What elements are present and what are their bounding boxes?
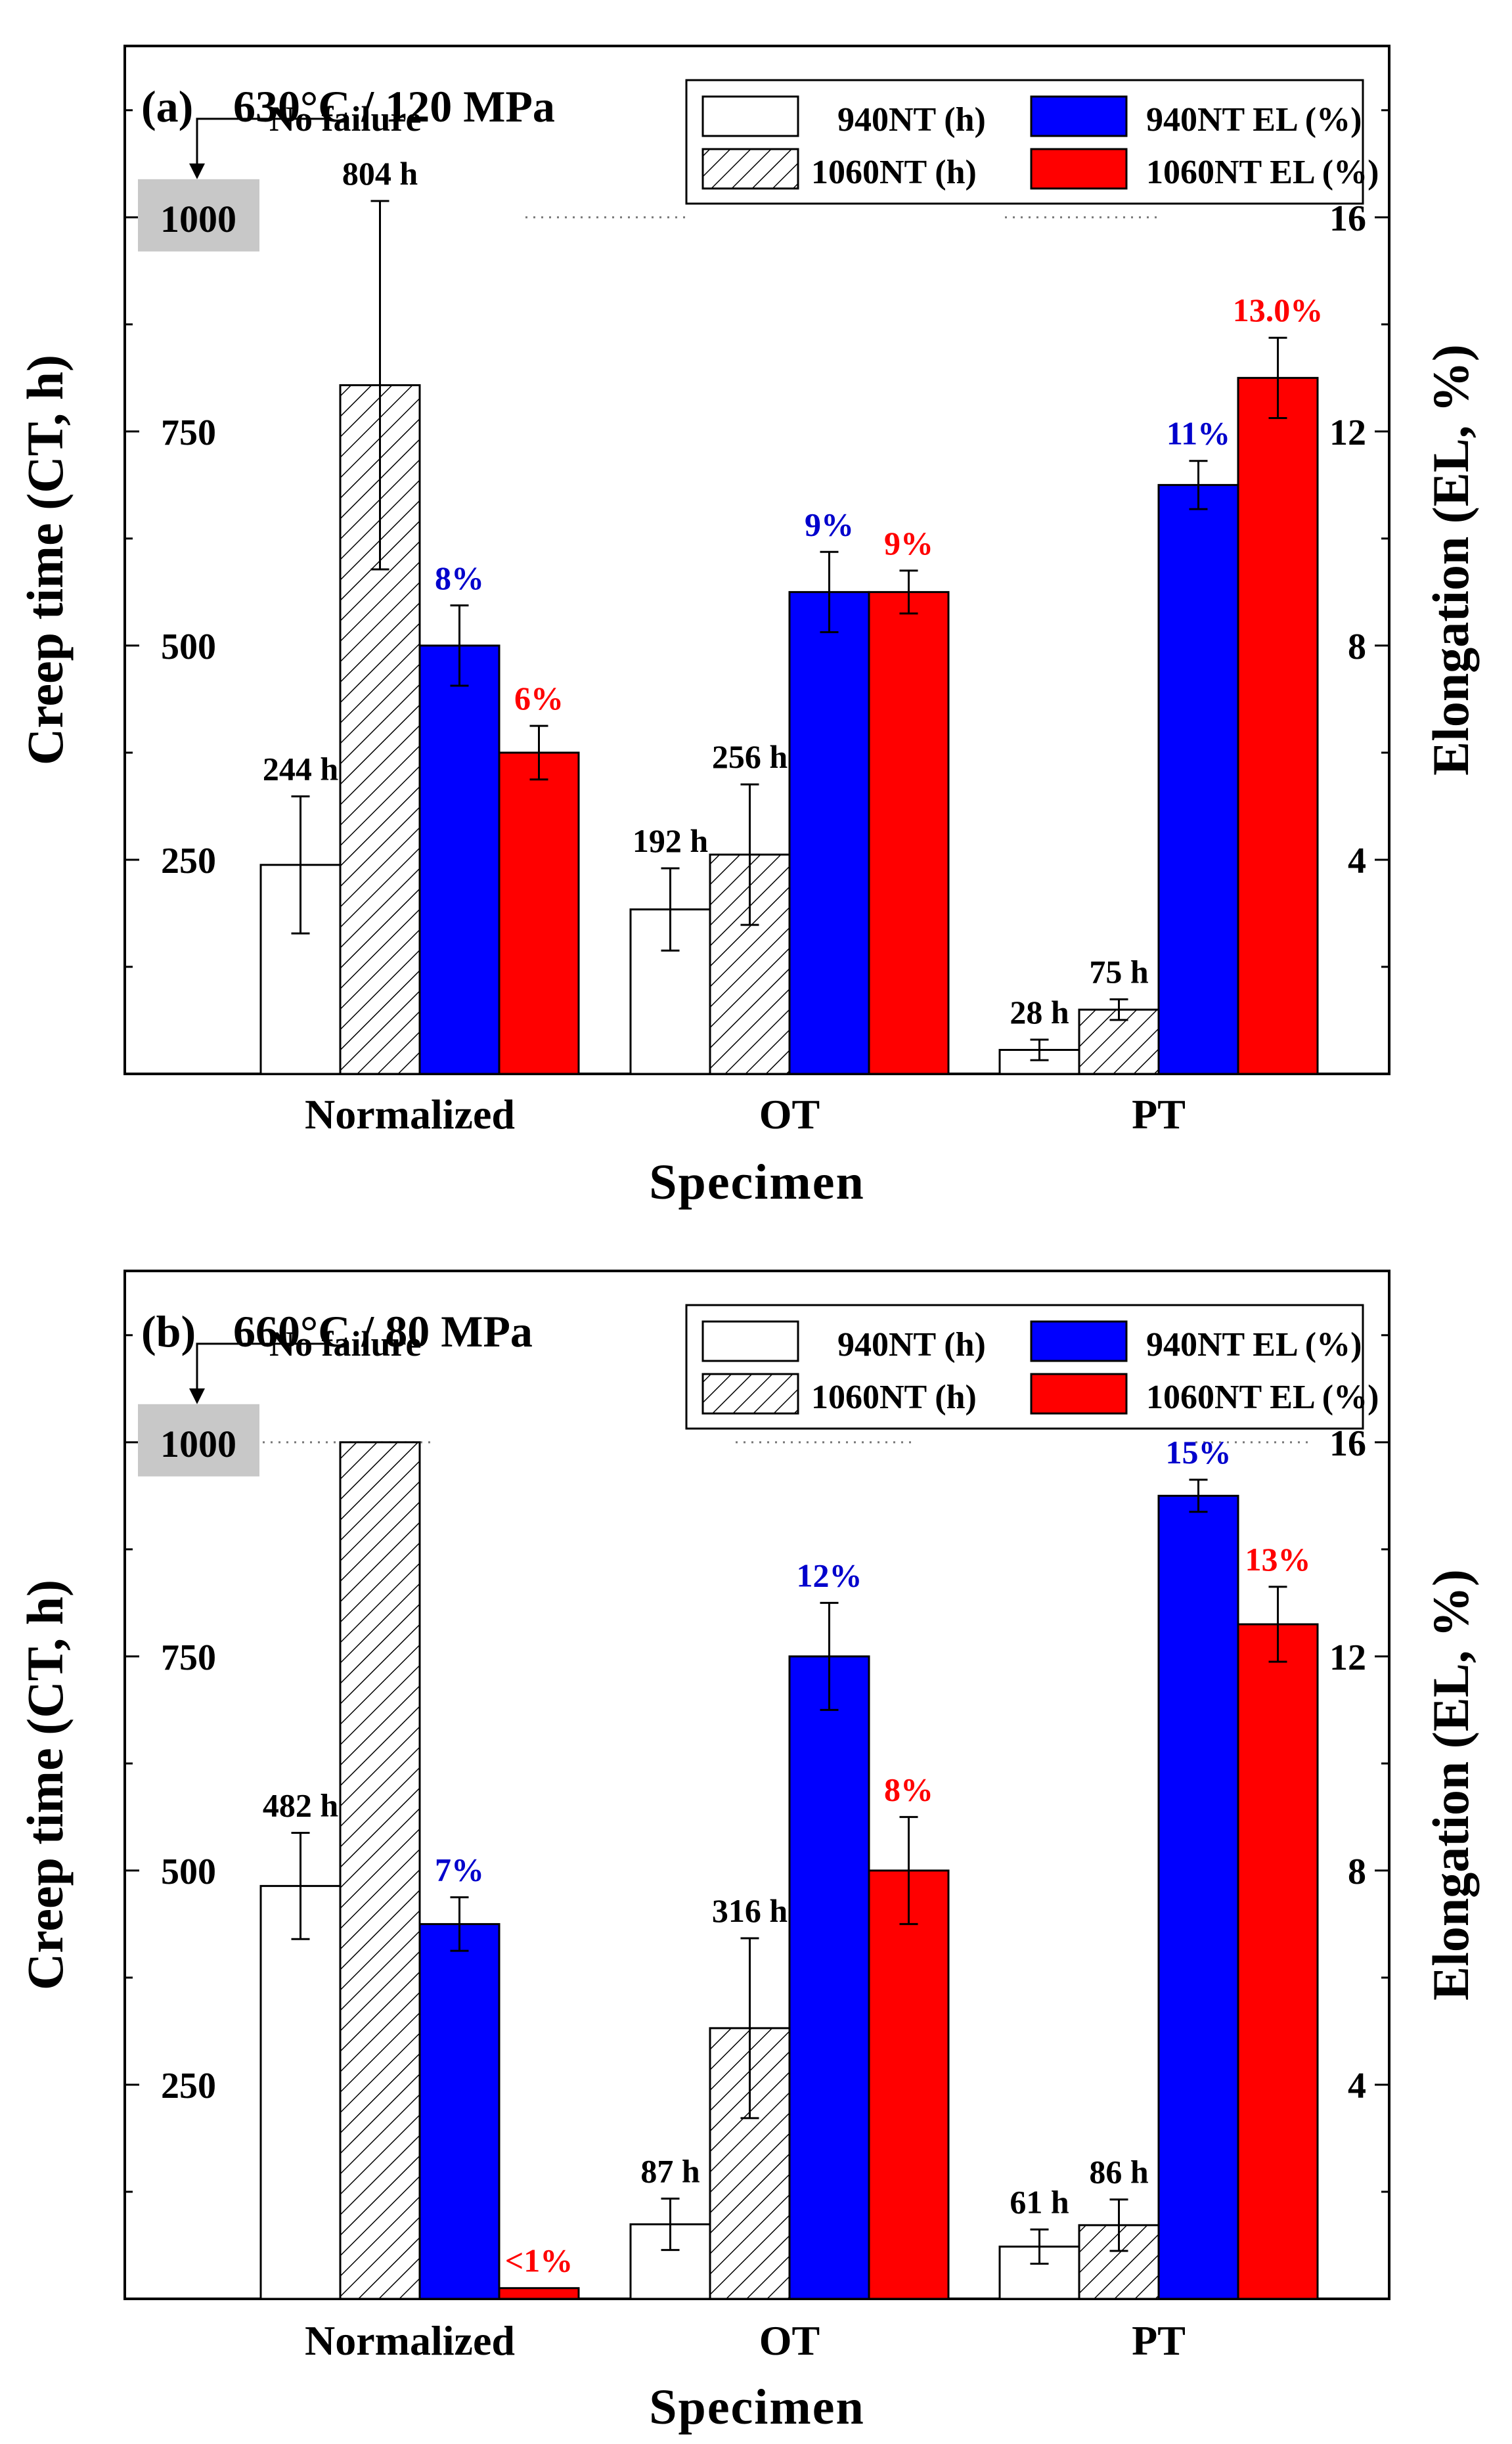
no-failure-label: No failure [269, 1324, 421, 1364]
bar-940nt-el-pt [1157, 483, 1239, 1075]
data-label: 12% [797, 1557, 862, 1593]
legend-swatch-940nt-el [1030, 1320, 1128, 1362]
bar-940nt-el-pt [1157, 1494, 1239, 2300]
bar-940nt-el-normalized [418, 1922, 500, 2300]
legend-swatch-1060nt-h [701, 1373, 799, 1415]
legend-label: 1060NT (h) [811, 1379, 977, 1416]
data-label: 15% [1166, 1434, 1232, 1471]
data-label: 7% [435, 1852, 484, 1888]
right-tick-label: 16 [1329, 1423, 1366, 1464]
right-tick-label: 8 [1348, 1852, 1366, 1892]
x-axis-title: Specimen [649, 1155, 864, 1210]
data-label: 244 h [263, 750, 339, 787]
data-label: 482 h [263, 1787, 339, 1824]
right-tick-label: 8 [1348, 627, 1366, 667]
legend-swatch-1060nt-h [701, 148, 799, 190]
bar-1060nt-el-normalized [498, 751, 580, 1075]
left-tick-label: 500 [161, 1852, 216, 1892]
left-tick-label: 500 [161, 627, 216, 667]
data-label: 13% [1245, 1541, 1311, 1578]
data-label: 6% [514, 680, 564, 717]
left-tick-label: 250 [161, 841, 216, 881]
data-label: 804 h [342, 155, 418, 192]
legend-swatch-1060nt-el [1030, 1373, 1128, 1415]
bar-940nt-el-ot [788, 590, 870, 1075]
right-tick-label: 4 [1348, 2066, 1366, 2106]
left-tick-label: 250 [161, 2066, 216, 2106]
legend-label: 940NT (h) [837, 1326, 986, 1364]
category-label-pt: PT [1132, 1091, 1186, 1138]
legend-swatch-940nt-h [701, 1320, 799, 1362]
legend-swatch-1060nt-el [1030, 148, 1128, 190]
data-label: 9% [805, 506, 854, 543]
no-failure-box [138, 179, 259, 252]
legend-swatch-940nt-el [1030, 95, 1128, 137]
data-label: 316 h [712, 1892, 788, 1929]
y-axis-title-right: Elongation (EL, %) [1422, 344, 1479, 776]
bar-1060nt-h-normalized [339, 1441, 421, 2300]
data-label: 86 h [1089, 2154, 1149, 2190]
bar-1060nt-el-ot [868, 1869, 950, 2300]
legend-swatch-940nt-h [701, 95, 799, 137]
right-tick-label: 12 [1329, 412, 1366, 453]
y-axis-title-left: Creep time (CT, h) [16, 355, 74, 765]
data-label: 13.0% [1233, 292, 1323, 328]
data-label: 61 h [1010, 2183, 1069, 2220]
chart-panel-a: 250 500 750 1000 4 8 12 16 No failure 244 h 192 h 2… [16, 45, 1479, 1210]
legend-label: 1060NT EL (%) [1146, 1379, 1379, 1416]
data-label: 75 h [1089, 954, 1149, 990]
data-label: 256 h [712, 738, 788, 775]
right-tick-label: 16 [1329, 198, 1366, 239]
data-label: 8% [884, 1771, 933, 1808]
bar-940nt-el-normalized [418, 644, 500, 1075]
data-label: 11% [1167, 415, 1230, 452]
bar-1060nt-h-pt [1078, 1008, 1160, 1075]
category-label-normalized: Normalized [305, 1091, 515, 1138]
left-tick-label: 750 [161, 1637, 216, 1678]
legend-label: 940NT EL (%) [1146, 1326, 1362, 1364]
legend-label: 940NT (h) [837, 101, 986, 139]
no-failure-arrow-line [196, 1343, 325, 1402]
legend-label: 1060NT (h) [811, 154, 977, 191]
bar-1060nt-el-ot [868, 590, 950, 1075]
bar-1060nt-el-pt [1237, 1623, 1319, 2300]
legend-label: 1060NT EL (%) [1146, 154, 1379, 191]
panel-label: (a) [141, 81, 193, 131]
category-label-ot: OT [759, 2317, 820, 2364]
data-label: 28 h [1010, 994, 1069, 1031]
right-tick-label: 12 [1329, 1637, 1366, 1678]
left-tick-label-1000: 1000 [160, 1423, 236, 1465]
y-axis-title-left: Creep time (CT, h) [16, 1580, 74, 1990]
data-label: 192 h [633, 822, 709, 859]
y-axis-title-right: Elongation (EL, %) [1422, 1569, 1479, 2001]
legend [685, 1304, 1364, 1430]
data-label: 9% [884, 525, 933, 562]
category-label-normalized: Normalized [305, 2317, 515, 2364]
data-label: 87 h [640, 2152, 700, 2189]
right-tick-label: 4 [1348, 841, 1366, 881]
left-tick-label-1000: 1000 [160, 198, 236, 240]
bar-940nt-h-normalized [259, 1884, 342, 2300]
no-failure-arrow-head [189, 1388, 205, 1404]
left-tick-label: 750 [161, 412, 216, 453]
x-axis-title: Specimen [649, 2380, 864, 2435]
legend-label: 940NT EL (%) [1146, 101, 1362, 139]
data-label: 8% [435, 560, 484, 596]
no-failure-arrow-line [196, 118, 325, 177]
category-label-pt: PT [1132, 2317, 1186, 2364]
panel-label: (b) [141, 1306, 196, 1356]
chart-title: 630°C / 120 MPa [233, 81, 555, 131]
bar-940nt-el-ot [788, 1655, 870, 2300]
chart-title: 660°C / 80 MPa [233, 1306, 533, 1356]
chart-panel-b: 250 500 750 1000 4 8 12 16 No failure 482 h 87 h 61… [16, 1270, 1479, 2435]
legend [685, 79, 1364, 205]
no-failure-arrow-head [189, 163, 205, 179]
no-failure-box [138, 1404, 259, 1477]
category-label-ot: OT [759, 1091, 820, 1138]
bar-1060nt-el-pt [1237, 376, 1319, 1075]
data-label: <1% [505, 2242, 573, 2279]
bar-1060nt-el-normalized [498, 2287, 580, 2300]
no-failure-label: No failure [269, 99, 421, 139]
